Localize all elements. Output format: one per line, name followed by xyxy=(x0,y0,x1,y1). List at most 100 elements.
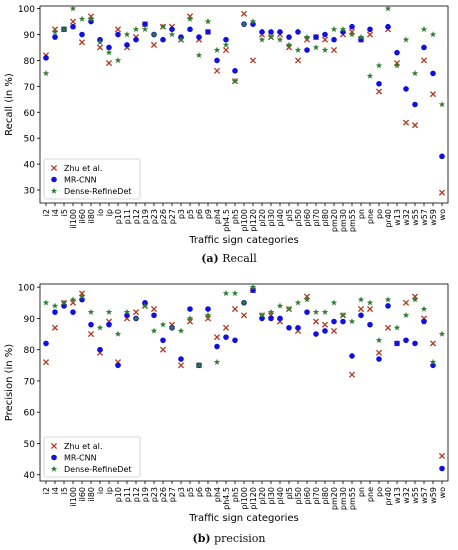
recall-point xyxy=(213,67,221,74)
recall-caption-text: Recall xyxy=(222,252,257,265)
recall-xtick-label: pn xyxy=(357,209,366,219)
precision-point xyxy=(70,309,76,315)
recall-point xyxy=(249,18,257,25)
recall-point xyxy=(114,57,122,64)
recall-point xyxy=(141,25,149,33)
precision-legend-label: MR-CNN xyxy=(64,454,97,463)
precision-xtick-label: pl100 xyxy=(240,487,249,510)
recall-point xyxy=(78,15,86,22)
precision-point xyxy=(375,349,383,356)
precision-point xyxy=(403,337,409,344)
recall-series-2 xyxy=(42,5,446,108)
precision-point xyxy=(267,308,275,315)
recall-point xyxy=(60,25,68,33)
recall-point xyxy=(52,34,58,40)
recall-point xyxy=(348,31,356,38)
recall-point xyxy=(159,23,167,30)
precision-point xyxy=(412,340,418,347)
recall-point xyxy=(240,10,248,17)
precision-point xyxy=(114,330,122,337)
precision-point xyxy=(330,299,338,306)
recall-legend-label: Zhu et al. xyxy=(64,164,102,173)
recall-xtick-label: pm55 xyxy=(348,209,357,232)
precision-point xyxy=(421,318,427,325)
precision-point xyxy=(357,296,365,303)
precision-xtick-label: pl20 xyxy=(258,487,267,504)
recall-point xyxy=(412,101,418,108)
recall-point xyxy=(79,31,85,38)
recall-xtick-label: i4 xyxy=(51,209,60,216)
precision-point xyxy=(385,303,391,309)
precision-point xyxy=(376,356,382,362)
recall-xtick-label: p3 xyxy=(177,209,186,219)
recall-point xyxy=(222,47,230,54)
precision-legend-box xyxy=(43,436,141,478)
recall-point xyxy=(150,41,158,48)
precision-xtick-label: p23 xyxy=(150,487,159,502)
precision-point xyxy=(411,296,419,303)
precision-xtick-label: p10 xyxy=(114,487,123,502)
recall-xtick-label: pl50 xyxy=(294,209,303,226)
precision-point xyxy=(69,299,77,306)
recall-point xyxy=(403,86,409,92)
precision-xtick-label: p5 xyxy=(186,487,195,497)
recall-point xyxy=(267,33,275,40)
precision-xtick-label: p27 xyxy=(168,487,177,502)
recall-point xyxy=(430,70,436,77)
recall-point xyxy=(105,59,113,67)
recall-point xyxy=(259,29,265,35)
precision-point xyxy=(366,305,374,313)
precision-xtick-label: p3 xyxy=(177,487,186,497)
recall-point xyxy=(96,44,104,51)
precision-point xyxy=(394,340,400,347)
recall-xtick-label: pm20 xyxy=(330,209,339,232)
precision-point xyxy=(429,358,437,365)
precision-point xyxy=(159,346,167,353)
recall-xtick-label: w32 xyxy=(402,209,411,226)
precision-caption: (b) precision xyxy=(0,532,458,545)
precision-point xyxy=(367,321,373,328)
recall-point xyxy=(321,36,329,43)
precision-xtick-label: pl70 xyxy=(312,487,321,504)
recall-xtick-label: pm30 xyxy=(339,209,348,232)
recall-xtick-label: pl20 xyxy=(258,209,267,226)
precision-point xyxy=(223,334,229,340)
precision-point xyxy=(384,296,392,303)
precision-xtick-label: pl30 xyxy=(267,487,276,504)
precision-xtick-label: pl80 xyxy=(321,487,330,504)
precision-point xyxy=(150,305,158,313)
recall-xtick-label: pr40 xyxy=(384,209,393,228)
precision-point xyxy=(97,346,103,353)
recall-xtick-label: pl80 xyxy=(321,209,330,226)
recall-point xyxy=(196,34,202,40)
recall-point xyxy=(177,36,185,43)
precision-point xyxy=(258,311,266,319)
precision-point xyxy=(420,305,428,312)
recall-point xyxy=(223,36,229,43)
recall-point xyxy=(168,31,176,38)
recall-legend-marker xyxy=(50,187,58,194)
precision-xtick-label: w13 xyxy=(393,487,402,504)
recall-point xyxy=(312,44,320,51)
precision-point xyxy=(321,308,329,315)
recall-point xyxy=(115,31,121,38)
recall-point xyxy=(420,57,428,64)
precision-point xyxy=(322,328,328,334)
precision-point xyxy=(123,308,131,315)
recall-point xyxy=(402,36,410,43)
recall-xtick-label: p19 xyxy=(141,209,150,224)
recall-point xyxy=(402,119,410,126)
recall-point xyxy=(87,15,95,22)
precision-xtick-label: ip xyxy=(105,487,114,494)
precision-point xyxy=(132,309,140,316)
recall-point xyxy=(277,29,283,35)
recall-xtick-label: pl60 xyxy=(303,209,312,226)
recall-xtick-label: pl120 xyxy=(249,209,258,232)
precision-point xyxy=(438,330,446,337)
recall-point xyxy=(142,21,148,27)
recall-point xyxy=(367,26,373,33)
recall-xtick-label: p23 xyxy=(150,209,159,224)
precision-xtick-label: wo xyxy=(438,487,447,499)
precision-xtick-label: p11 xyxy=(123,487,132,502)
recall-chart: 30 40 50 60 70 80 90 100 i2 i4 i5 il100 il60 il80 io ip… xyxy=(4,5,449,246)
